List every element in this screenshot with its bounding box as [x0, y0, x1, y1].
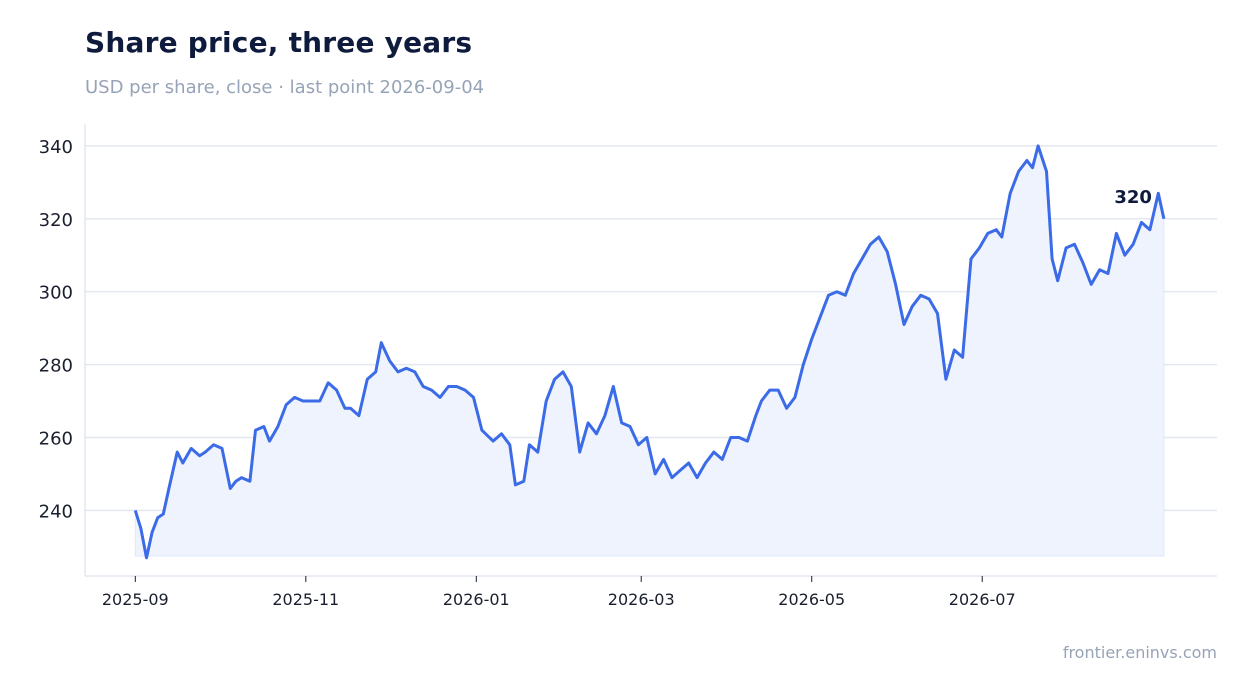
y-tick-label: 340 — [39, 137, 73, 158]
y-tick-label: 240 — [39, 501, 73, 522]
chart-title: Share price, three years — [85, 26, 473, 59]
price-area-fill — [134, 144, 1165, 558]
x-tick-label: 2026-01 — [443, 590, 510, 609]
x-tick-label: 2025-11 — [272, 590, 339, 609]
y-tick-label: 280 — [39, 356, 73, 377]
x-tick-label: 2026-07 — [949, 590, 1016, 609]
y-tick-label: 260 — [39, 428, 73, 449]
price-line — [133, 144, 1166, 560]
x-tick-label: 2025-09 — [102, 590, 169, 609]
y-tick-label: 300 — [39, 283, 73, 304]
x-tick-label: 2026-03 — [608, 590, 675, 609]
source-credit: frontier.eninvs.com — [1062, 643, 1217, 662]
last-value-label: 320 — [1114, 187, 1152, 208]
x-tick-label: 2026-05 — [778, 590, 845, 609]
chart-subtitle: USD per share, close · last point 2026-0… — [85, 77, 485, 98]
y-tick-label: 320 — [39, 210, 73, 231]
